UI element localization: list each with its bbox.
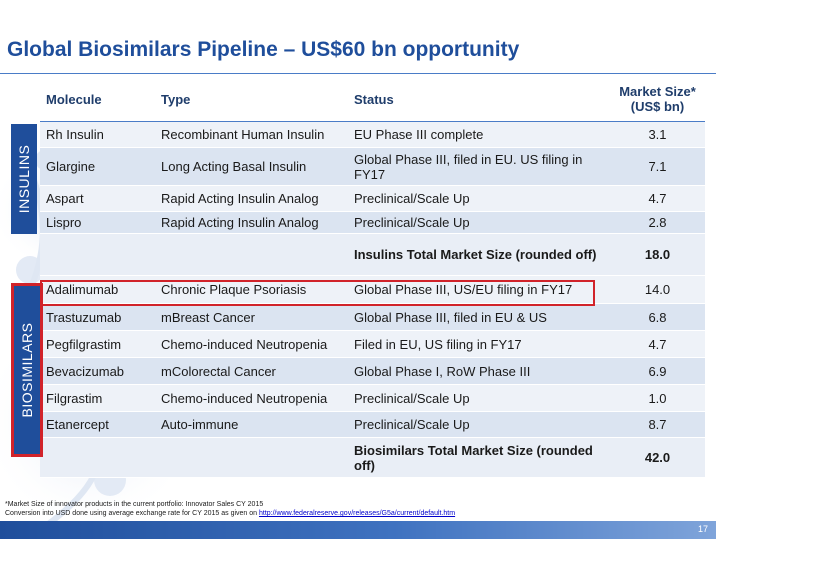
- header-molecule: Molecule: [40, 77, 155, 122]
- cell-type: Chemo-induced Neutropenia: [155, 384, 348, 412]
- footer-bar: 17: [0, 521, 716, 539]
- pipeline-table: Molecule Type Status Market Size* (US$ b…: [40, 77, 705, 478]
- cell-status: Preclinical/Scale Up: [348, 211, 610, 234]
- cell-market-size: 8.7: [610, 411, 705, 438]
- cell-type: Chemo-induced Neutropenia: [155, 330, 348, 358]
- title-divider: [0, 73, 716, 74]
- footnote-line1: *Market Size of innovator products in th…: [5, 501, 264, 508]
- cell-market-size: 4.7: [610, 185, 705, 212]
- cell-status: Preclinical/Scale Up: [348, 384, 610, 412]
- header-market-size: Market Size* (US$ bn): [610, 77, 705, 122]
- biosimilars-total-size: 42.0: [610, 437, 705, 478]
- cell-molecule: Adalimumab: [40, 275, 155, 304]
- cell-molecule: Lispro: [40, 211, 155, 234]
- header-market-size-line1: Market Size*: [619, 84, 696, 99]
- table-row: Glargine Long Acting Basal Insulin Globa…: [40, 147, 705, 186]
- cell-status: Global Phase III, filed in EU. US filing…: [348, 147, 610, 186]
- table-row: Bevacizumab mColorectal Cancer Global Ph…: [40, 357, 705, 385]
- cell-type: Long Acting Basal Insulin: [155, 147, 348, 186]
- cell-type: Rapid Acting Insulin Analog: [155, 185, 348, 212]
- header-status: Status: [348, 77, 610, 122]
- biosimilars-total-label: Biosimilars Total Market Size (rounded o…: [348, 437, 610, 478]
- biosimilars-label-text: BIOSIMILARS: [19, 322, 35, 418]
- cell-status: Global Phase I, RoW Phase III: [348, 357, 610, 385]
- cell-market-size: 7.1: [610, 147, 705, 186]
- cell-status: EU Phase III complete: [348, 121, 610, 148]
- table-row: Aspart Rapid Acting Insulin Analog Precl…: [40, 185, 705, 212]
- cell-type: Rapid Acting Insulin Analog: [155, 211, 348, 234]
- cell-molecule: Trastuzumab: [40, 303, 155, 331]
- cell-status: Preclinical/Scale Up: [348, 185, 610, 212]
- cell-type: Auto-immune: [155, 411, 348, 438]
- cell-type: Recombinant Human Insulin: [155, 121, 348, 148]
- footnote: *Market Size of innovator products in th…: [5, 500, 455, 518]
- table-row: Rh Insulin Recombinant Human Insulin EU …: [40, 121, 705, 148]
- cell-status: Filed in EU, US filing in FY17: [348, 330, 610, 358]
- insulins-total-label: Insulins Total Market Size (rounded off): [348, 233, 610, 276]
- table-row: Pegfilgrastim Chemo-induced Neutropenia …: [40, 330, 705, 358]
- cell-market-size: 6.9: [610, 357, 705, 385]
- header-type: Type: [155, 77, 348, 122]
- cell-molecule: Aspart: [40, 185, 155, 212]
- cell-status: Global Phase III, filed in EU & US: [348, 303, 610, 331]
- cell-market-size: 4.7: [610, 330, 705, 358]
- cell-market-size: 6.8: [610, 303, 705, 331]
- cell-molecule: Glargine: [40, 147, 155, 186]
- insulins-section-label: INSULINS: [11, 124, 37, 234]
- table-header-row: Molecule Type Status Market Size* (US$ b…: [40, 77, 705, 122]
- footnote-line2-text: Conversion into USD done using average e…: [5, 510, 259, 517]
- insulins-total-size: 18.0: [610, 233, 705, 276]
- cell-market-size: 14.0: [610, 275, 705, 304]
- cell-market-size: 1.0: [610, 384, 705, 412]
- cell-molecule: Pegfilgrastim: [40, 330, 155, 358]
- biosimilars-total-row: Biosimilars Total Market Size (rounded o…: [40, 437, 705, 478]
- cell-status: Global Phase III, US/EU filing in FY17: [348, 275, 610, 304]
- cell-molecule: Bevacizumab: [40, 357, 155, 385]
- insulins-total-row: Insulins Total Market Size (rounded off)…: [40, 233, 705, 276]
- table-row: Trastuzumab mBreast Cancer Global Phase …: [40, 303, 705, 331]
- cell-type: mColorectal Cancer: [155, 357, 348, 385]
- cell-molecule: Etanercept: [40, 411, 155, 438]
- cell-molecule: Filgrastim: [40, 384, 155, 412]
- biosimilars-section-label: BIOSIMILARS: [11, 283, 43, 457]
- header-market-size-line2: (US$ bn): [630, 99, 685, 114]
- table-row: Adalimumab Chronic Plaque Psoriasis Glob…: [40, 275, 705, 304]
- cell-market-size: 2.8: [610, 211, 705, 234]
- cell-type: mBreast Cancer: [155, 303, 348, 331]
- insulins-label-text: INSULINS: [16, 144, 32, 214]
- page-number: 17: [697, 524, 708, 534]
- cell-molecule: Rh Insulin: [40, 121, 155, 148]
- table-row: Lispro Rapid Acting Insulin Analog Precl…: [40, 211, 705, 234]
- cell-market-size: 3.1: [610, 121, 705, 148]
- cell-type: Chronic Plaque Psoriasis: [155, 275, 348, 304]
- federal-reserve-link[interactable]: http://www.federalreserve.gov/releases/G…: [258, 510, 456, 517]
- slide-title: Global Biosimilars Pipeline – US$60 bn o…: [7, 38, 520, 61]
- table-row: Filgrastim Chemo-induced Neutropenia Pre…: [40, 384, 705, 412]
- cell-status: Preclinical/Scale Up: [348, 411, 610, 438]
- footnote-line2: Conversion into USD done using average e…: [5, 509, 455, 518]
- table-row: Etanercept Auto-immune Preclinical/Scale…: [40, 411, 705, 438]
